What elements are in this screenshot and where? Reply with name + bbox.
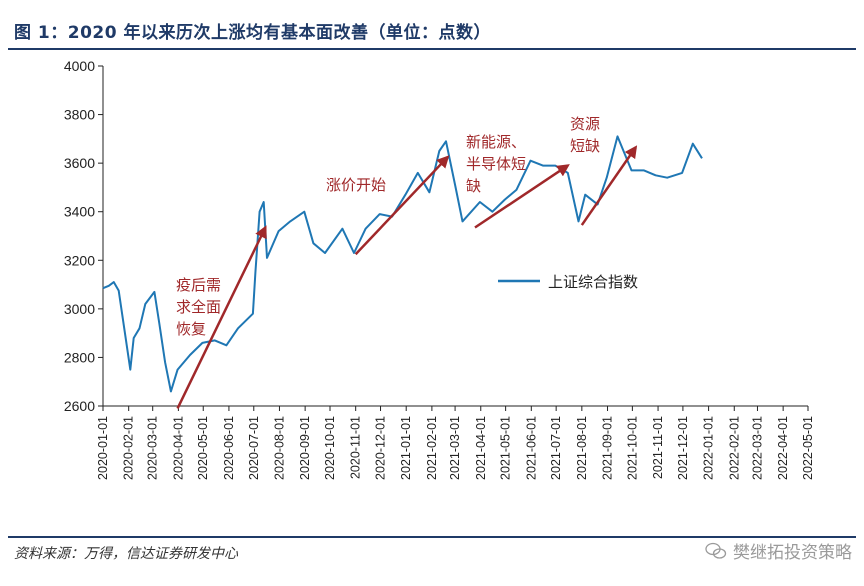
- annotation-text: 新能源、: [466, 133, 526, 151]
- x-tick-label: 2020-04-01: [171, 416, 185, 480]
- legend: 上证综合指数: [498, 273, 638, 291]
- chart-title: 图 1：2020 年以来历次上涨均有基本面改善（单位：点数）: [14, 23, 491, 43]
- x-tick-label: 2021-07-01: [549, 416, 563, 480]
- x-tick-label: 2021-04-01: [474, 416, 488, 480]
- x-tick-label: 2022-04-01: [776, 416, 790, 480]
- trend-arrow: [354, 155, 450, 256]
- plot-area: 2600 2800 3000 3200 3400 3600 3800 4000 2020-01…: [64, 58, 815, 480]
- trend-arrow: [176, 225, 267, 409]
- x-tick-label: 2020-05-01: [196, 416, 210, 480]
- x-tick-label: 2022-05-01: [801, 416, 815, 480]
- footer-divider: [8, 536, 856, 538]
- legend-label: 上证综合指数: [548, 273, 638, 291]
- annotation-text: 疫后需: [176, 276, 221, 294]
- x-tick-label: 2020-01-01: [96, 416, 110, 480]
- x-tick-label: 2020-12-01: [374, 416, 388, 480]
- x-tick-label: 2021-08-01: [575, 416, 589, 480]
- watermark-text: 樊继拓投资策略: [733, 543, 852, 563]
- x-tick-label: 2020-07-01: [247, 416, 261, 480]
- y-tick-label: 4000: [64, 58, 95, 74]
- annotation-text: 涨价开始: [326, 176, 386, 194]
- y-tick-label: 3000: [64, 301, 95, 317]
- x-tick-label: 2020-02-01: [122, 416, 136, 480]
- y-tick-label: 3400: [64, 204, 95, 220]
- y-axis-ticks: 2600 2800 3000 3200 3400 3600 3800 4000: [64, 58, 103, 414]
- trend-arrow: [474, 164, 570, 229]
- x-tick-label: 2021-05-01: [499, 416, 513, 480]
- annotation-text: 缺: [466, 177, 481, 195]
- x-tick-label: 2021-03-01: [448, 416, 462, 480]
- annotation-text: 短缺: [570, 137, 600, 155]
- x-tick-label: 2021-01-01: [399, 416, 413, 480]
- x-tick-label: 2021-11-01: [651, 416, 665, 479]
- x-tick-label: 2020-03-01: [146, 416, 160, 480]
- x-tick-label: 2021-10-01: [625, 416, 639, 480]
- trend-arrows: [176, 145, 638, 409]
- x-tick-label: 2021-12-01: [676, 416, 690, 480]
- annotation-text: 半导体短: [466, 155, 526, 173]
- x-tick-label: 2020-10-01: [323, 416, 337, 480]
- y-tick-label: 2800: [64, 349, 95, 365]
- x-tick-label: 2022-02-01: [727, 416, 741, 480]
- y-tick-label: 2600: [64, 398, 95, 414]
- x-tick-label: 2022-01-01: [702, 416, 716, 480]
- x-tick-label: 2021-09-01: [601, 416, 615, 480]
- y-tick-label: 3200: [64, 252, 95, 268]
- x-tick-label: 2020-09-01: [298, 416, 312, 480]
- x-tick-label: 2020-06-01: [222, 416, 236, 480]
- x-tick-label: 2021-02-01: [425, 416, 439, 480]
- trend-arrow: [580, 145, 638, 226]
- x-tick-label: 2021-06-01: [524, 416, 538, 480]
- watermark: 樊继拓投资策略: [705, 538, 852, 563]
- x-tick-label: 2020-11-01: [349, 416, 363, 479]
- annotation-text: 求全面: [176, 298, 221, 316]
- line-chart: 2600 2800 3000 3200 3400 3600 3800 4000 2020-01…: [64, 58, 815, 480]
- x-tick-label: 2022-03-01: [750, 416, 764, 480]
- series-line-shanghai-composite: [102, 135, 703, 393]
- wechat-icon: [705, 542, 727, 559]
- annotation-text: 恢复: [176, 320, 206, 338]
- annotation-text: 资源: [570, 115, 600, 133]
- x-axis-ticks: 2020-01-01 2020-02-01 2020-03-01 2020-04-01…: [96, 406, 815, 480]
- x-tick-label: 2020-08-01: [272, 416, 286, 480]
- y-tick-label: 3600: [64, 155, 95, 171]
- y-tick-label: 3800: [64, 107, 95, 123]
- title-divider: [8, 48, 856, 50]
- source-note: 资料来源：万得，信达证券研发中心: [14, 546, 238, 562]
